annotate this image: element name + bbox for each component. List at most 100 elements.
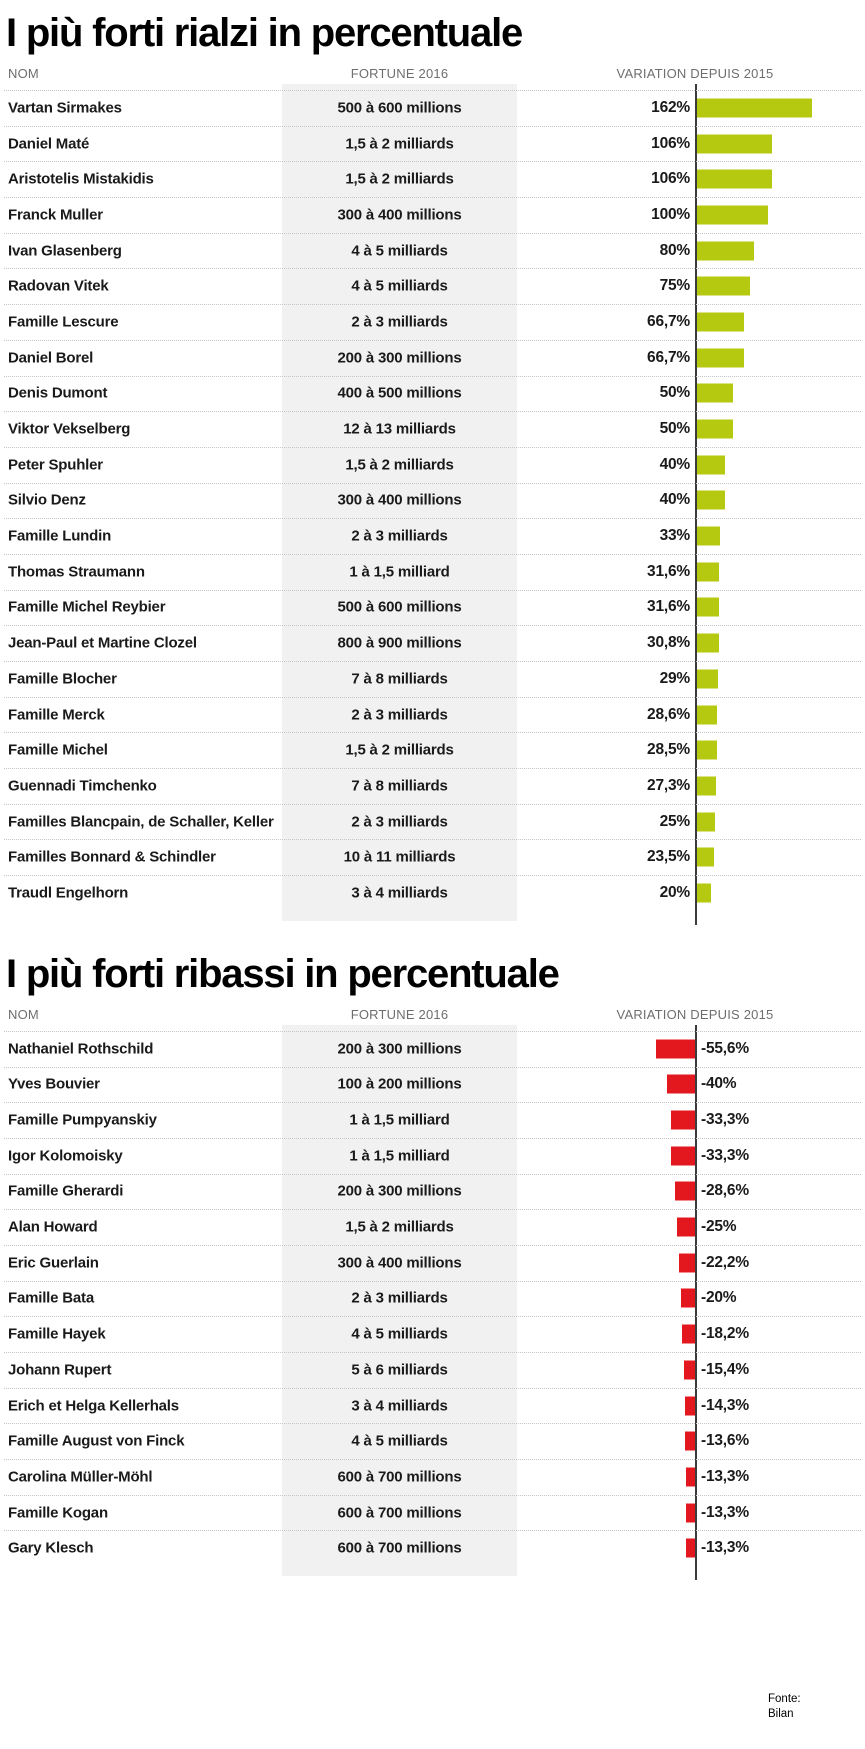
variation-bar (684, 1396, 695, 1416)
table-row: Alan Howard 1,5 à 2 milliards -25% (0, 1209, 865, 1245)
name-cell: Erich et Helga Kellerhals (8, 1397, 179, 1415)
name-cell: Radovan Vitek (8, 277, 109, 295)
column-header-variation: VARIATION DEPUIS 2015 (616, 66, 774, 81)
fortune-cell: 600 à 700 millions (337, 1504, 462, 1522)
column-header-fortune: FORTUNE 2016 (350, 1006, 449, 1022)
variation-label: -13,3% (701, 1467, 749, 1485)
fortune-cell: 2 à 3 milliards (351, 313, 448, 331)
variation-bar (697, 455, 726, 475)
fortune-column-band (282, 84, 517, 921)
table-row: Famille August von Finck 4 à 5 milliards… (0, 1423, 865, 1459)
variation-bar (697, 526, 721, 546)
column-header-nom: NOM (8, 66, 39, 81)
table-row: Famille Bata 2 à 3 milliards -20% (0, 1280, 865, 1317)
fortune-cell: 1,5 à 2 milliards (345, 741, 454, 759)
fortune-column-band (282, 1024, 517, 1577)
fortune-cell: 2 à 3 milliards (351, 813, 448, 831)
fortune-cell: 4 à 5 milliards (351, 1325, 448, 1343)
page-title-rialzi: I più forti rialzi in percentuale (6, 11, 523, 55)
name-cell: Nathaniel Rothschild (8, 1040, 154, 1058)
rows-ribassi: Nathaniel Rothschild 200 à 300 millions … (0, 1024, 865, 1581)
variation-label: -15,4% (701, 1360, 749, 1378)
name-cell: Viktor Vekselberg (8, 420, 131, 438)
table-row: Yves Bouvier 100 à 200 millions -40% (0, 1066, 865, 1103)
variation-bar (697, 633, 719, 653)
source-value: Bilan (768, 1707, 794, 1720)
name-cell: Silvio Denz (8, 491, 86, 509)
variation-bar (697, 669, 718, 689)
table-row: Famille Michel Reybier 500 à 600 million… (0, 589, 865, 626)
variation-label: -20% (701, 1289, 737, 1307)
name-cell: Familles Blancpain, de Schaller, Keller (8, 813, 274, 831)
variation-label: 80% (659, 241, 691, 259)
fortune-cell: 500 à 600 millions (337, 99, 462, 117)
name-cell: Famille Pumpyanskiy (8, 1111, 157, 1129)
fortune-cell: 7 à 8 milliards (351, 670, 448, 688)
table-row: Famille Kogan 600 à 700 millions -13,3% (0, 1494, 865, 1531)
table-row: Famille Merck 2 à 3 milliards 28,6% (0, 696, 865, 733)
name-cell: Famille August von Finck (8, 1432, 185, 1450)
table-row: Aristotelis Mistakidis 1,5 à 2 milliards… (0, 161, 865, 197)
name-cell: Famille Michel Reybier (8, 598, 166, 616)
variation-label: -40% (701, 1075, 737, 1093)
table-row: Famille Gherardi 200 à 300 millions -28,… (0, 1173, 865, 1210)
table-row: Radovan Vitek 4 à 5 milliards 75% (0, 268, 865, 304)
table-row: Eric Guerlain 300 à 400 millions -22,2% (0, 1244, 865, 1281)
fortune-cell: 1 à 1,5 milliard (349, 1111, 450, 1129)
table-row: Famille Blocher 7 à 8 milliards 29% (0, 661, 865, 697)
table-row: Johann Rupert 5 à 6 milliards -15,4% (0, 1352, 865, 1388)
variation-bar (671, 1146, 695, 1166)
variation-bar (697, 312, 745, 332)
name-cell: Carolina Müller-Möhl (8, 1468, 153, 1486)
name-cell: Yves Bouvier (8, 1075, 100, 1093)
fortune-cell: 300 à 400 millions (337, 206, 462, 224)
zero-axis-line (695, 1024, 697, 1581)
zero-axis-line (695, 84, 697, 925)
variation-label: 106% (651, 170, 690, 188)
table-row: Famille Pumpyanskiy 1 à 1,5 milliard -33… (0, 1102, 865, 1138)
name-cell: Johann Rupert (8, 1361, 112, 1379)
name-cell: Denis Dumont (8, 384, 108, 402)
variation-bar (697, 169, 773, 189)
variation-label: -28,6% (701, 1182, 749, 1200)
fortune-cell: 1 à 1,5 milliard (349, 563, 450, 581)
variation-label: 31,6% (647, 598, 690, 616)
variation-bar (685, 1538, 695, 1558)
fortune-cell: 4 à 5 milliards (351, 1432, 448, 1450)
variation-bar (677, 1217, 695, 1237)
name-cell: Famille Michel (8, 741, 108, 759)
variation-label: 23,5% (647, 848, 690, 866)
variation-label: 40% (659, 491, 691, 509)
table-row: Nathaniel Rothschild 200 à 300 millions … (0, 1030, 865, 1067)
variation-bar (684, 1360, 695, 1380)
column-header-variation: VARIATION DEPUIS 2015 (616, 1006, 774, 1022)
variation-bar (697, 812, 715, 832)
fortune-cell: 12 à 13 milliards (343, 420, 456, 438)
fortune-cell: 1,5 à 2 milliards (345, 1218, 454, 1236)
fortune-cell: 5 à 6 milliards (351, 1361, 448, 1379)
fortune-cell: 200 à 300 millions (337, 1182, 462, 1200)
variation-bar (697, 241, 754, 261)
chart-ribassi: I più forti ribassi in percentuale NOM F… (0, 941, 865, 1581)
table-row: Daniel Borel 200 à 300 millions 66,7% (0, 339, 865, 376)
fortune-cell: 500 à 600 millions (337, 598, 462, 616)
variation-label: -55,6% (701, 1039, 749, 1057)
table-row: Daniel Maté 1,5 à 2 milliards 106% (0, 125, 865, 162)
name-cell: Famille Bata (8, 1289, 94, 1307)
variation-label: 31,6% (647, 562, 690, 580)
table-row: Ivan Glasenberg 4 à 5 milliards 80% (0, 232, 865, 269)
fortune-cell: 600 à 700 millions (337, 1539, 462, 1557)
variation-bar (697, 134, 773, 154)
variation-bar (671, 1110, 695, 1130)
variation-bar (697, 562, 720, 582)
table-row: Familles Bonnard & Schindler 10 à 11 mil… (0, 839, 865, 875)
variation-label: 100% (651, 205, 690, 223)
fortune-cell: 10 à 11 milliards (343, 848, 456, 866)
variation-label: 162% (651, 98, 690, 116)
variation-bar (674, 1181, 695, 1201)
fortune-cell: 2 à 3 milliards (351, 706, 448, 724)
fortune-cell: 1,5 à 2 milliards (345, 170, 454, 188)
table-row: Guennadi Timchenko 7 à 8 milliards 27,3% (0, 768, 865, 804)
table-row: Viktor Vekselberg 12 à 13 milliards 50% (0, 411, 865, 447)
name-cell: Guennadi Timchenko (8, 777, 157, 795)
